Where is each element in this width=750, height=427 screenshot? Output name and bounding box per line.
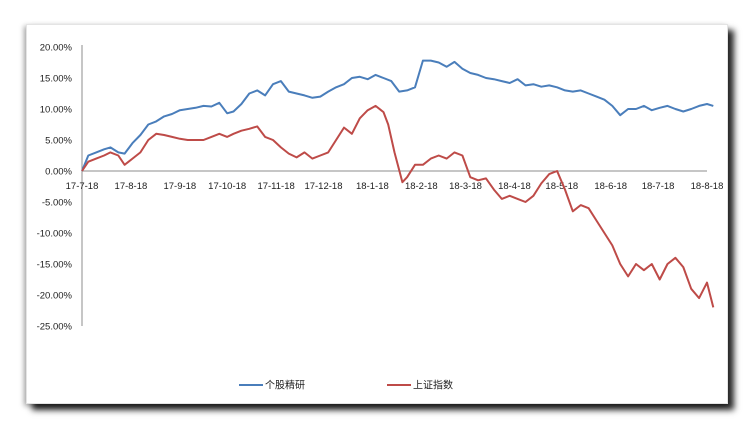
x-tick-label: 18-4-18 xyxy=(498,181,531,192)
y-tick-label: -10.00% xyxy=(37,229,73,240)
y-tick-label: 20.00% xyxy=(40,43,73,54)
x-axis-tick-labels: 17-7-18 17-8-18 17-9-18 17-10-18 17-11-18 17-… xyxy=(66,181,724,192)
line-chart: 20.00% 15.00% 10.00% 5.00% 0.00% -5.00% -10.00… xyxy=(37,43,724,392)
series-lines xyxy=(81,59,715,308)
y-tick-label: -15.00% xyxy=(37,260,73,271)
x-tick-label: 17-10-18 xyxy=(208,181,246,192)
y-tick-label: -20.00% xyxy=(37,291,73,302)
x-tick-label: 17-8-18 xyxy=(115,181,148,192)
y-tick-label: -25.00% xyxy=(37,322,73,333)
series-line-2 xyxy=(81,104,715,308)
y-tick-label: 0.00% xyxy=(45,167,72,178)
x-tick-label: 18-3-18 xyxy=(449,181,482,192)
chart-frame: 20.00% 15.00% 10.00% 5.00% 0.00% -5.00% -10.00… xyxy=(26,24,728,404)
x-tick-label: 18-7-18 xyxy=(642,181,675,192)
x-tick-label: 18-5-18 xyxy=(545,181,578,192)
x-tick-label: 18-1-18 xyxy=(356,181,389,192)
x-tick-label: 17-9-18 xyxy=(163,181,196,192)
x-tick-label: 17-7-18 xyxy=(66,181,99,192)
legend-label: 个股精研 xyxy=(265,379,305,392)
y-tick-label: 10.00% xyxy=(40,105,73,116)
y-tick-label: 5.00% xyxy=(45,136,72,147)
x-tick-label: 18-2-18 xyxy=(405,181,438,192)
x-tick-label: 17-12-18 xyxy=(304,181,342,192)
legend-label: 上证指数 xyxy=(413,379,453,392)
y-axis-tick-labels: 20.00% 15.00% 10.00% 5.00% 0.00% -5.00% -10.00… xyxy=(37,43,73,333)
x-tick-label: 17-11-18 xyxy=(257,181,294,192)
series-line-1 xyxy=(81,59,714,172)
legend: 个股精研 上证指数 xyxy=(239,379,453,392)
y-tick-label: 15.00% xyxy=(40,74,73,85)
y-tick-label: -5.00% xyxy=(42,198,73,209)
x-tick-label: 18-8-18 xyxy=(691,181,724,192)
x-tick-label: 18-6-18 xyxy=(594,181,627,192)
